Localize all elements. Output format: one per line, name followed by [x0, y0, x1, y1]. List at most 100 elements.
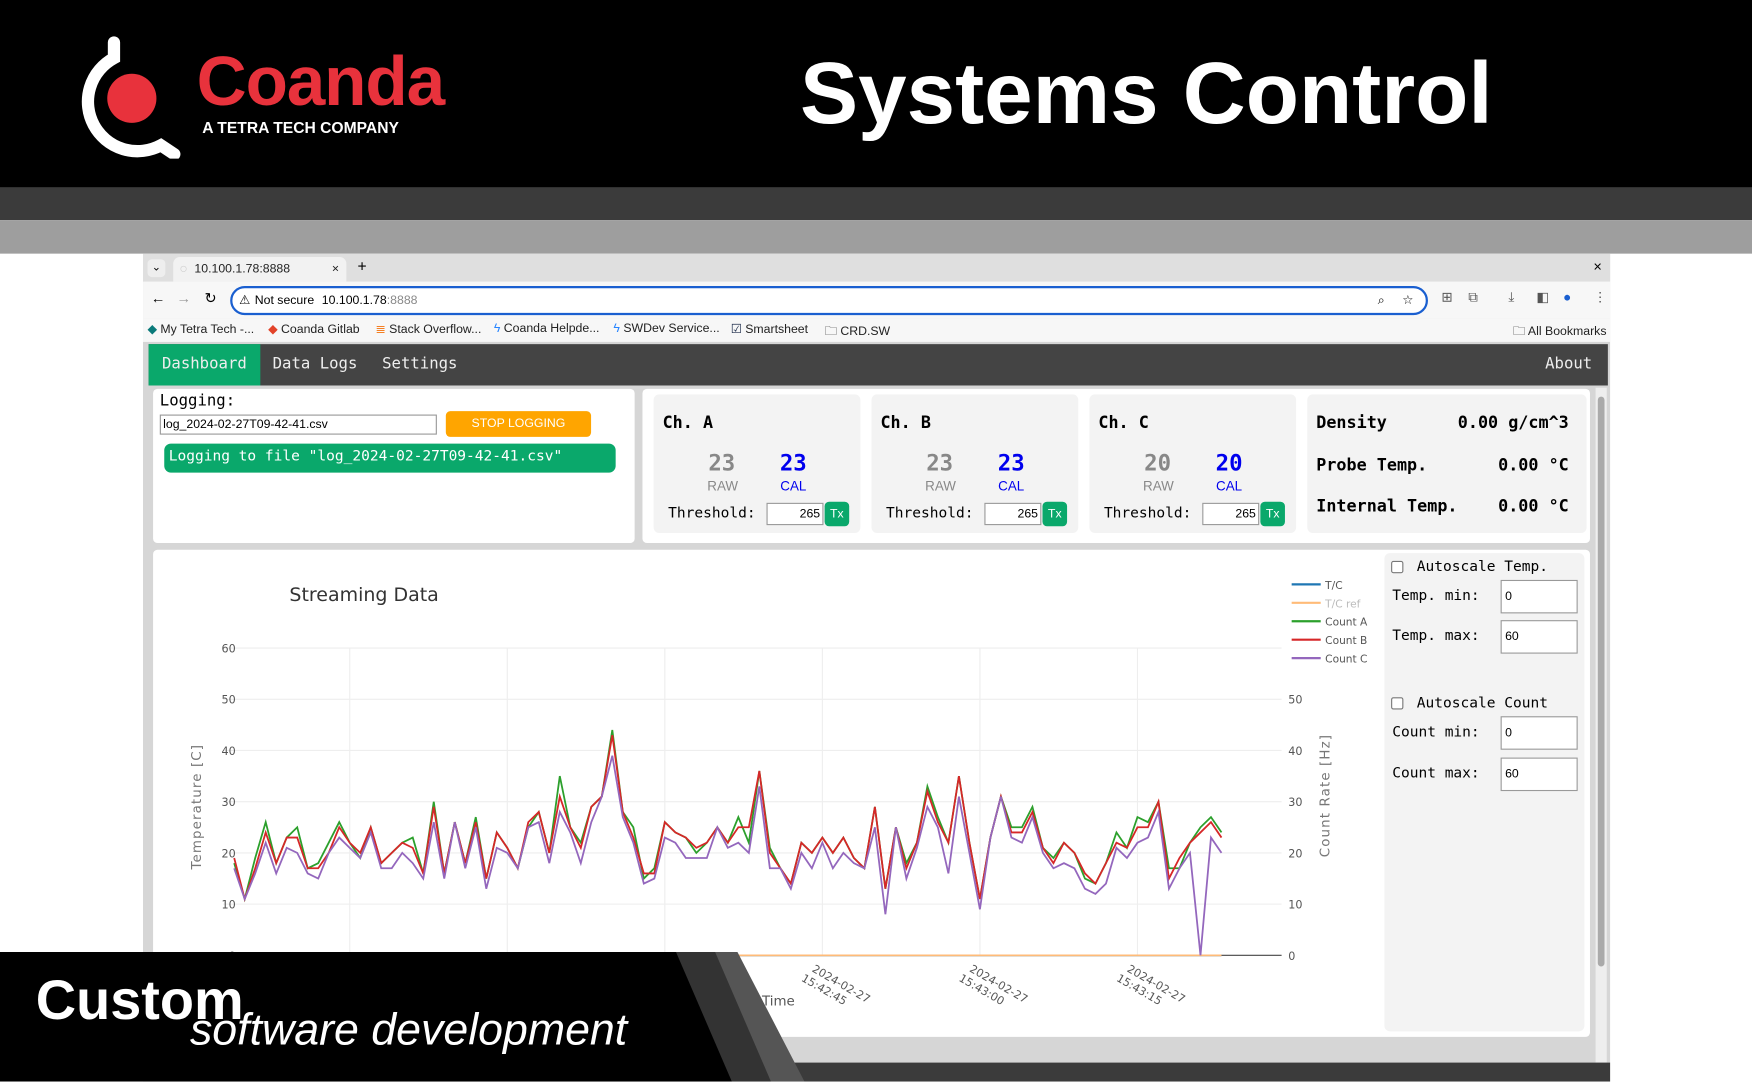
- warning-icon: ⚠: [239, 293, 251, 308]
- logging-panel: Logging: log_2024-02-27T09-42-41.csv STO…: [153, 388, 635, 544]
- lightning-icon: ϟ: [493, 321, 501, 336]
- gitlab-icon: ◆: [268, 322, 278, 337]
- forward-icon[interactable]: →: [176, 289, 192, 307]
- threshold-label: Threshold:: [1103, 505, 1192, 522]
- autoscale-count-label: Autoscale Count: [1416, 694, 1548, 712]
- log-filename-input[interactable]: log_2024-02-27T09-42-41.csv: [159, 414, 437, 435]
- y2-tick-label: 10: [1288, 899, 1302, 912]
- legend-label: Count C: [1325, 653, 1367, 666]
- menu-icon[interactable]: ⋮: [1593, 289, 1607, 306]
- readings-card: Density 0.00 g/cm^3 Probe Temp. 0.00 °C …: [1307, 394, 1587, 533]
- sidepanel-icon[interactable]: ◧: [1536, 289, 1550, 306]
- temp-min-label: Temp. min:: [1392, 587, 1480, 605]
- series-line-count-b: [233, 734, 1223, 903]
- threshold-input[interactable]: 265: [1202, 502, 1260, 526]
- nav-dashboard[interactable]: Dashboard: [148, 344, 261, 386]
- y-tick-label: 50: [222, 694, 236, 707]
- footer-subtitle: software development: [189, 1005, 628, 1055]
- streaming-chart: 0102030405060010203040502024-02-2715:42:…: [190, 579, 1368, 1018]
- tx-button[interactable]: Tx: [1260, 501, 1285, 527]
- window-close-button[interactable]: ×: [1593, 258, 1602, 275]
- app-nav: Dashboard Data Logs Settings About: [148, 344, 1608, 386]
- temp-max-input[interactable]: 60: [1500, 620, 1578, 654]
- threshold-input[interactable]: 265: [766, 502, 824, 526]
- nav-settings[interactable]: Settings: [382, 355, 458, 374]
- density-label: Density: [1316, 412, 1387, 433]
- bookmark-gitlab[interactable]: ◆ Coanda Gitlab: [268, 322, 360, 337]
- y-tick-label: 10: [222, 899, 236, 912]
- count-min-input[interactable]: 0: [1500, 716, 1578, 750]
- brand-name: Coanda: [196, 43, 445, 121]
- probe-temp-value: 0.00 °C: [1498, 454, 1569, 475]
- threshold-label: Threshold:: [668, 505, 756, 522]
- tab-close-icon[interactable]: ×: [331, 262, 340, 276]
- temp-max-label: Temp. max:: [1392, 627, 1480, 645]
- new-tab-button[interactable]: +: [357, 256, 367, 275]
- y2-tick-label: 20: [1288, 847, 1302, 860]
- nav-data-logs[interactable]: Data Logs: [272, 355, 358, 374]
- series-line-count-a: [233, 729, 1223, 903]
- cal-value: 20: [1215, 449, 1243, 476]
- legend-label: T/C: [1324, 579, 1342, 592]
- series-line-count-c: [233, 755, 1223, 956]
- puzzle-icon[interactable]: ⧉: [1468, 289, 1478, 306]
- threshold-input[interactable]: 265: [984, 502, 1042, 526]
- url-input[interactable]: ⚠ Not secure 10.100.1.78:8888 ⌕ ☆: [230, 286, 1428, 316]
- y-tick-label: 30: [222, 796, 236, 809]
- autoscale-count-checkbox[interactable]: [1391, 697, 1404, 710]
- stackoverflow-icon: ≣: [375, 322, 386, 337]
- cal-value: 23: [779, 449, 807, 476]
- channel-card: Ch. B 23 23 RAW CAL Threshold: 265 Tx: [871, 394, 1079, 533]
- zoom-icon[interactable]: ⌕: [1377, 293, 1385, 308]
- internal-temp-label: Internal Temp.: [1316, 496, 1458, 517]
- brand-tagline: A TETRA TECH COMPANY: [202, 118, 399, 137]
- tab-list-chevron-icon[interactable]: ⌄: [147, 259, 166, 278]
- not-secure-label[interactable]: Not secure: [254, 293, 315, 308]
- reload-icon[interactable]: ↻: [204, 289, 217, 307]
- count-max-input[interactable]: 60: [1500, 757, 1578, 792]
- url-port: :8888: [386, 293, 418, 308]
- y-axis-title: Temperature [C]: [190, 744, 205, 871]
- raw-label: RAW: [925, 478, 956, 494]
- temp-min-input[interactable]: 0: [1500, 579, 1578, 614]
- channel-name: Ch. B: [880, 412, 931, 433]
- folder-icon: 🗀: [824, 325, 837, 339]
- bookmark-helpdesk[interactable]: ϟ Coanda Helpde...: [493, 321, 600, 336]
- nav-about[interactable]: About: [1545, 355, 1593, 374]
- all-bookmarks[interactable]: 🗀 All Bookmarks: [1512, 325, 1607, 339]
- channel-name: Ch. A: [662, 412, 714, 433]
- star-icon[interactable]: ☆: [1402, 293, 1414, 308]
- tx-button[interactable]: Tx: [824, 501, 850, 527]
- raw-value: 20: [1144, 449, 1172, 476]
- extensions-icon[interactable]: ⊞: [1441, 289, 1453, 306]
- coanda-logo-icon: [81, 36, 181, 159]
- raw-value: 23: [708, 449, 736, 476]
- probe-temp-label: Probe Temp.: [1316, 454, 1428, 475]
- browser-tab[interactable]: ◌ 10.100.1.78:8888 ×: [173, 256, 347, 282]
- channel-card: Ch. A 23 23 RAW CAL Threshold: 265 Tx: [653, 394, 861, 533]
- back-icon[interactable]: ←: [150, 289, 166, 307]
- divider-band: [0, 220, 1752, 254]
- channel-card: Ch. C 20 20 RAW CAL Threshold: 265 Tx: [1089, 394, 1297, 533]
- sharepoint-icon: ◆: [147, 322, 157, 337]
- bookmark-swdev[interactable]: ϟ SWDev Service...: [613, 321, 720, 336]
- raw-label: RAW: [707, 478, 739, 494]
- bookmark-crd[interactable]: 🗀 CRD.SW: [824, 325, 891, 339]
- divider-band: [0, 187, 1752, 221]
- page-scrollbar[interactable]: [1595, 387, 1607, 1063]
- autoscale-temp-checkbox[interactable]: [1391, 560, 1404, 574]
- tx-button[interactable]: Tx: [1042, 501, 1068, 527]
- legend-label: Count A: [1325, 616, 1368, 629]
- profile-icon[interactable]: ●: [1563, 289, 1572, 306]
- download-icon[interactable]: ⤓: [1508, 289, 1515, 306]
- y2-axis-title: Count Rate [Hz]: [1319, 734, 1334, 857]
- channel-name: Ch. C: [1098, 412, 1149, 433]
- stop-logging-button[interactable]: STOP LOGGING: [445, 411, 592, 437]
- count-min-label: Count min:: [1392, 724, 1480, 741]
- x-tick-label: 2024-02-2715:43:15: [1114, 960, 1187, 1018]
- count-max-label: Count max:: [1392, 765, 1480, 783]
- bookmark-tetra[interactable]: ◆ My Tetra Tech -...: [147, 322, 255, 337]
- bookmark-stackoverflow[interactable]: ≣ Stack Overflow...: [375, 322, 482, 337]
- bookmark-smartsheet[interactable]: ☑ Smartsheet: [730, 322, 809, 337]
- density-value: 0.00 g/cm^3: [1457, 412, 1569, 433]
